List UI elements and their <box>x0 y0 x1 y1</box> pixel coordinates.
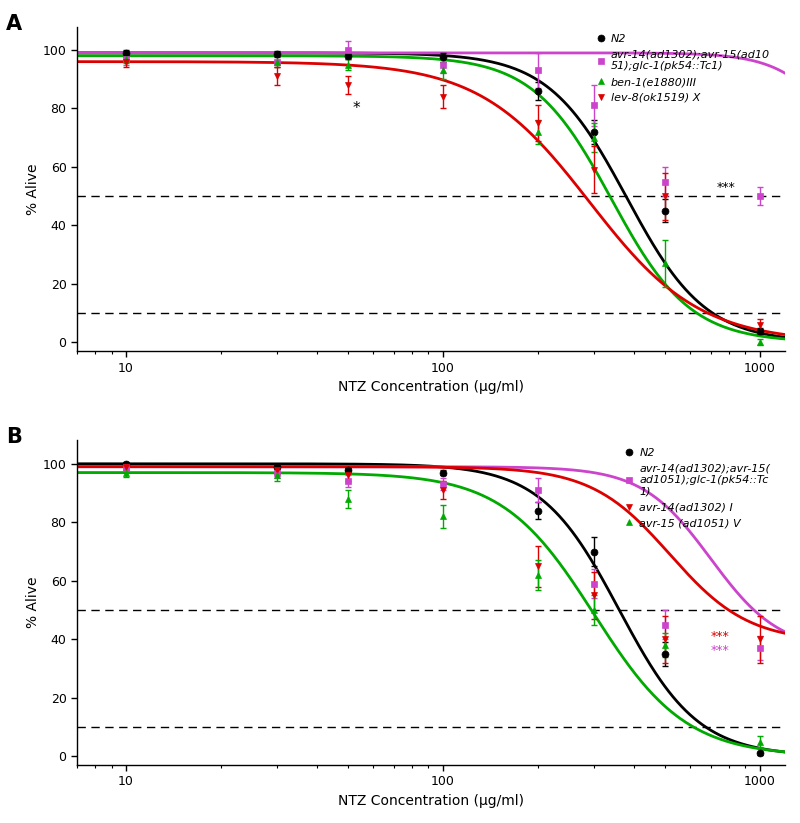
Y-axis label: % Alive: % Alive <box>26 163 40 215</box>
avr-14(ad1302);avr-15(ad10
51);glc-1(pk54::Tc1) <box>590 100 599 110</box>
avr-14(ad1302);avr-15(ad10
51);glc-1(pk54::Tc1) <box>273 57 282 67</box>
avr-14(ad1302) I <box>590 590 599 600</box>
Text: *: * <box>353 101 361 116</box>
N2 <box>660 649 670 659</box>
ben-1(e1880)III <box>534 127 543 137</box>
avr-14(ad1302) I <box>660 635 670 644</box>
avr-14(ad1302);avr-15(ad10
51);glc-1(pk54::Tc1) <box>122 53 131 63</box>
avr-15 (ad1051) V <box>438 511 448 521</box>
avr-15 (ad1051) V <box>660 640 670 650</box>
avr-14(ad1302);avr-15(ad10
51);glc-1(pk54::Tc1) <box>342 45 352 55</box>
lev-8(ok1519) X <box>438 92 448 102</box>
avr-15 (ad1051) V <box>273 471 282 481</box>
X-axis label: NTZ Concentration (μg/ml): NTZ Concentration (μg/ml) <box>338 380 524 394</box>
avr-14(ad1302);avr-15(
ad1051);glc-1(pk54::Tc
1) <box>273 467 282 477</box>
ben-1(e1880)III <box>660 258 670 268</box>
N2 <box>590 546 599 556</box>
N2 <box>122 459 131 469</box>
ben-1(e1880)III <box>273 57 282 67</box>
ben-1(e1880)III <box>122 53 131 63</box>
avr-14(ad1302) I <box>122 462 131 472</box>
avr-15 (ad1051) V <box>590 605 599 615</box>
Text: A: A <box>6 13 22 34</box>
N2 <box>273 49 282 59</box>
X-axis label: NTZ Concentration (μg/ml): NTZ Concentration (μg/ml) <box>338 794 524 808</box>
ben-1(e1880)III <box>755 337 765 347</box>
Line: avr-14(ad1302);avr-15(
ad1051);glc-1(pk54::Tc
1): avr-14(ad1302);avr-15( ad1051);glc-1(pk5… <box>122 463 763 652</box>
Legend: N2, avr-14(ad1302);avr-15(ad10
51);glc-1(pk54::Tc1), ben-1(e1880)III, lev-8(ok15: N2, avr-14(ad1302);avr-15(ad10 51);glc-1… <box>594 32 772 105</box>
Y-axis label: % Alive: % Alive <box>26 577 40 629</box>
avr-14(ad1302) I <box>438 486 448 495</box>
N2 <box>755 748 765 758</box>
Line: avr-14(ad1302) I: avr-14(ad1302) I <box>122 463 763 643</box>
N2 <box>273 462 282 472</box>
avr-14(ad1302);avr-15(
ad1051);glc-1(pk54::Tc
1) <box>438 479 448 489</box>
Text: B: B <box>6 427 22 448</box>
avr-14(ad1302);avr-15(
ad1051);glc-1(pk54::Tc
1) <box>534 486 543 495</box>
lev-8(ok1519) X <box>342 80 352 90</box>
avr-14(ad1302);avr-15(ad10
51);glc-1(pk54::Tc1) <box>534 66 543 76</box>
Text: ***: *** <box>711 630 730 643</box>
lev-8(ok1519) X <box>122 57 131 67</box>
Line: avr-14(ad1302);avr-15(ad10
51);glc-1(pk54::Tc1): avr-14(ad1302);avr-15(ad10 51);glc-1(pk5… <box>122 46 763 200</box>
N2 <box>590 127 599 137</box>
N2 <box>438 53 448 63</box>
avr-14(ad1302) I <box>534 561 543 571</box>
Line: N2: N2 <box>122 460 763 757</box>
N2 <box>755 326 765 336</box>
N2 <box>342 465 352 475</box>
avr-14(ad1302) I <box>273 465 282 475</box>
avr-14(ad1302) I <box>755 635 765 644</box>
Line: N2: N2 <box>122 49 763 334</box>
Legend: N2, avr-14(ad1302);avr-15(
ad1051);glc-1(pk54::Tc
1), avr-14(ad1302) I, avr-15 (: N2, avr-14(ad1302);avr-15( ad1051);glc-1… <box>622 446 772 530</box>
N2 <box>342 51 352 61</box>
ben-1(e1880)III <box>342 59 352 69</box>
lev-8(ok1519) X <box>273 72 282 81</box>
avr-14(ad1302);avr-15(
ad1051);glc-1(pk54::Tc
1) <box>342 477 352 486</box>
avr-15 (ad1051) V <box>755 737 765 746</box>
avr-14(ad1302);avr-15(
ad1051);glc-1(pk54::Tc
1) <box>755 643 765 653</box>
avr-14(ad1302);avr-15(ad10
51);glc-1(pk54::Tc1) <box>755 191 765 201</box>
avr-14(ad1302);avr-15(
ad1051);glc-1(pk54::Tc
1) <box>590 579 599 588</box>
avr-14(ad1302);avr-15(ad10
51);glc-1(pk54::Tc1) <box>660 177 670 187</box>
avr-14(ad1302) I <box>342 471 352 481</box>
N2 <box>438 467 448 477</box>
avr-14(ad1302);avr-15(
ad1051);glc-1(pk54::Tc
1) <box>122 462 131 472</box>
ben-1(e1880)III <box>438 66 448 76</box>
avr-14(ad1302);avr-15(ad10
51);glc-1(pk54::Tc1) <box>438 59 448 69</box>
N2 <box>534 505 543 515</box>
Text: ***: *** <box>711 644 730 658</box>
lev-8(ok1519) X <box>590 165 599 174</box>
N2 <box>122 48 131 58</box>
Line: lev-8(ok1519) X: lev-8(ok1519) X <box>122 58 763 328</box>
lev-8(ok1519) X <box>660 191 670 201</box>
lev-8(ok1519) X <box>534 118 543 128</box>
avr-14(ad1302);avr-15(
ad1051);glc-1(pk54::Tc
1) <box>660 620 670 630</box>
avr-15 (ad1051) V <box>534 570 543 580</box>
avr-15 (ad1051) V <box>122 467 131 477</box>
Line: ben-1(e1880)III: ben-1(e1880)III <box>122 55 763 346</box>
N2 <box>534 86 543 95</box>
ben-1(e1880)III <box>590 133 599 142</box>
lev-8(ok1519) X <box>755 320 765 330</box>
avr-15 (ad1051) V <box>342 494 352 504</box>
Text: ***: *** <box>717 181 735 194</box>
Line: avr-15 (ad1051) V: avr-15 (ad1051) V <box>122 469 763 745</box>
N2 <box>660 206 670 216</box>
